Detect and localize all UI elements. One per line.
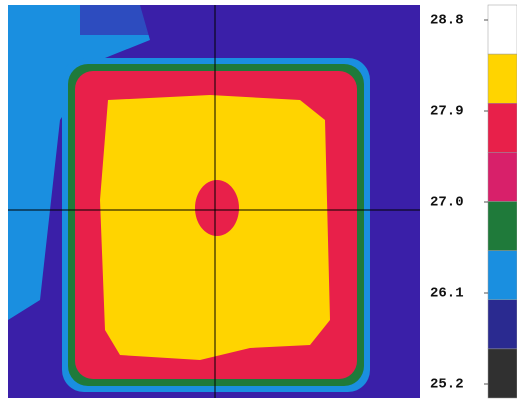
colorbar-swatch [488, 5, 517, 54]
tick-label: 28.8 [430, 13, 464, 29]
colorbar-swatch [488, 349, 517, 398]
colorbar-swatch [488, 152, 517, 201]
colorbar-swatch [488, 54, 517, 103]
colorbar-swatch [488, 300, 517, 349]
colorbar-swatch [488, 202, 517, 251]
colorbar: 28.8 27.9 27.0 26.1 25.2 [430, 5, 517, 398]
colorbar-swatch [488, 251, 517, 300]
tick-label: 26.1 [430, 286, 464, 302]
tick-label: 25.2 [430, 377, 464, 393]
thermal-image [8, 5, 420, 398]
chart: 28.8 27.9 27.0 26.1 25.2 [0, 0, 517, 402]
tick-label: 27.0 [430, 195, 464, 211]
colorbar-swatch [488, 103, 517, 152]
tick-label: 27.9 [430, 104, 464, 120]
